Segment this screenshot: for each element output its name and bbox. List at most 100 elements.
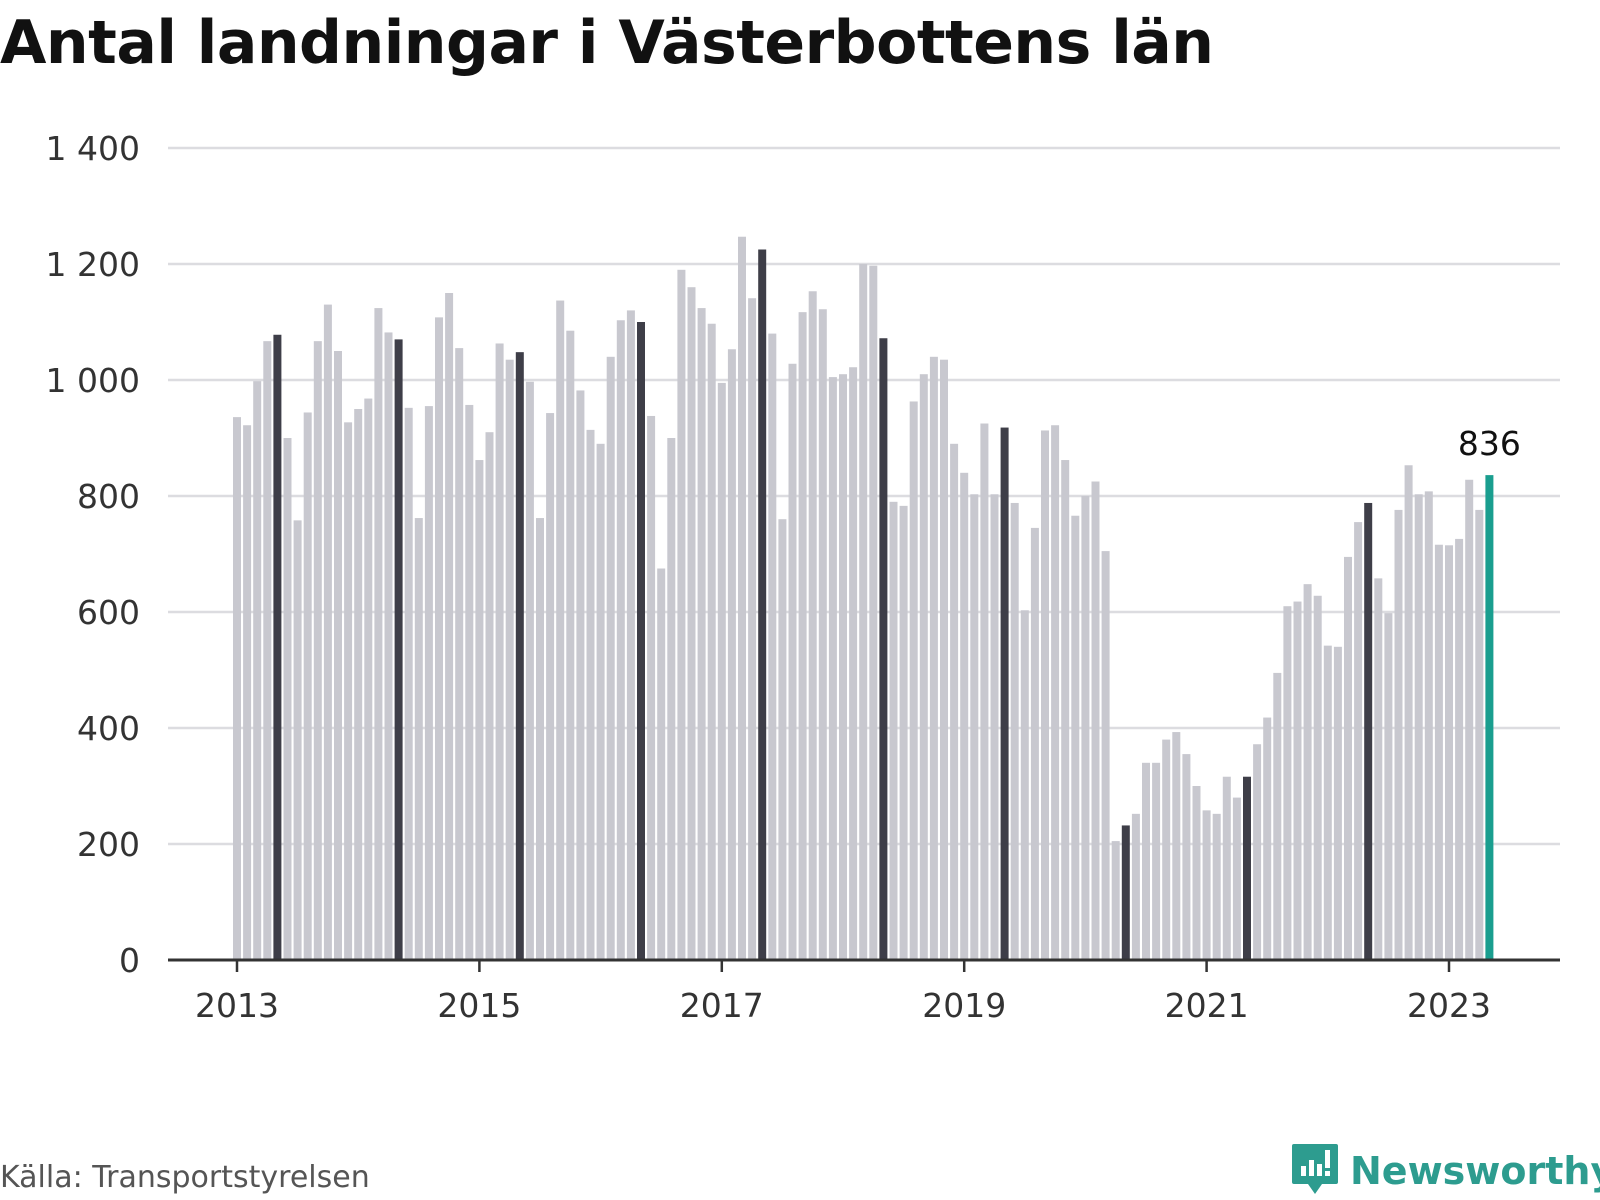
bar: [919, 374, 928, 960]
bar: [1091, 481, 1100, 960]
bar: [1434, 544, 1443, 960]
bar: [818, 309, 827, 960]
bar: [485, 432, 494, 960]
bar: [788, 363, 797, 960]
bar: [1232, 797, 1241, 960]
bar: [1404, 465, 1413, 960]
x-tick-label: 2015: [437, 986, 521, 1025]
bar: [717, 382, 726, 960]
y-tick-label: 1 400: [46, 129, 140, 168]
source-note: Källa: Transportstyrelsen: [0, 1160, 370, 1195]
bar: [404, 407, 413, 961]
bar: [435, 317, 443, 960]
bar: [657, 568, 666, 960]
bar-latest: [1485, 475, 1494, 960]
bar: [576, 390, 585, 960]
bar: [1010, 502, 1019, 960]
bars: [233, 236, 1494, 961]
bar: [899, 505, 908, 960]
y-tick-label: 1 000: [46, 361, 140, 400]
bar: [677, 269, 686, 960]
bar: [303, 412, 312, 961]
bar: [525, 381, 534, 960]
bar: [889, 501, 898, 960]
bar: [1020, 610, 1029, 960]
bar: [1414, 494, 1423, 960]
newsworthy-logo-icon: [1292, 1144, 1338, 1194]
bar: [283, 438, 292, 960]
bar: [828, 377, 837, 961]
bar: [1313, 595, 1322, 960]
bar: [1131, 813, 1140, 960]
bar: [1323, 645, 1332, 960]
bar: [626, 310, 635, 960]
bar: [697, 308, 706, 961]
y-axis-labels: 0 200 400 600 800 1 000 1 200 1 400: [46, 129, 140, 980]
bar: [839, 374, 847, 960]
bar: [748, 298, 757, 961]
bar: [495, 343, 504, 961]
bar-highlight: [1000, 427, 1009, 960]
bar: [647, 415, 656, 961]
bar: [1172, 732, 1181, 960]
bar: [1293, 601, 1302, 960]
bar: [738, 236, 746, 961]
bar: [1424, 491, 1433, 960]
bar: [1303, 584, 1312, 960]
bar: [334, 351, 342, 960]
bar: [1142, 762, 1150, 960]
bar: [950, 443, 959, 960]
bar: [1263, 717, 1272, 960]
bar: [929, 356, 938, 960]
bar: [859, 264, 868, 960]
bar: [1394, 509, 1403, 960]
bar-highlight: [394, 339, 403, 960]
bar-highlight: [1243, 776, 1251, 960]
x-tick-label: 2013: [195, 986, 279, 1025]
bar: [1283, 606, 1292, 960]
bar: [384, 332, 393, 960]
bar: [1051, 425, 1060, 960]
bar: [1273, 672, 1282, 960]
bar: [1333, 646, 1342, 960]
bar: [1374, 578, 1383, 960]
bar: [1111, 841, 1120, 960]
bar: [1202, 810, 1211, 960]
bar: [616, 320, 625, 960]
bar: [1455, 538, 1464, 960]
bar: [960, 472, 969, 960]
bar: [1445, 545, 1453, 960]
bar: [1222, 776, 1231, 960]
annotations: 836: [1458, 424, 1521, 463]
bar: [364, 398, 373, 960]
bar: [505, 359, 514, 960]
bar: [940, 359, 948, 960]
bar: [1354, 522, 1363, 960]
x-tick-label: 2017: [680, 986, 764, 1025]
bar: [808, 291, 817, 960]
bar: [313, 341, 322, 960]
y-tick-label: 800: [77, 477, 140, 516]
bar: [778, 519, 787, 960]
bar: [1384, 613, 1393, 960]
bar: [869, 265, 878, 960]
bar: [1081, 496, 1090, 960]
bar-highlight: [515, 352, 524, 960]
bar: [1061, 460, 1070, 960]
bar: [980, 423, 989, 960]
bar: [798, 312, 807, 960]
bar: [1475, 509, 1484, 960]
bar: [1030, 527, 1039, 960]
bar: [1162, 739, 1171, 960]
bar: [243, 425, 252, 960]
bar: [1253, 744, 1262, 960]
bar-highlight: [879, 338, 888, 960]
bar: [586, 429, 595, 960]
bar: [374, 308, 383, 961]
y-tick-label: 400: [77, 709, 140, 748]
bar: [1192, 786, 1201, 960]
newsworthy-logo: Newsworthy: [1290, 1142, 1600, 1200]
bar: [707, 323, 716, 960]
bar: [1465, 479, 1474, 960]
bar: [1344, 556, 1352, 960]
